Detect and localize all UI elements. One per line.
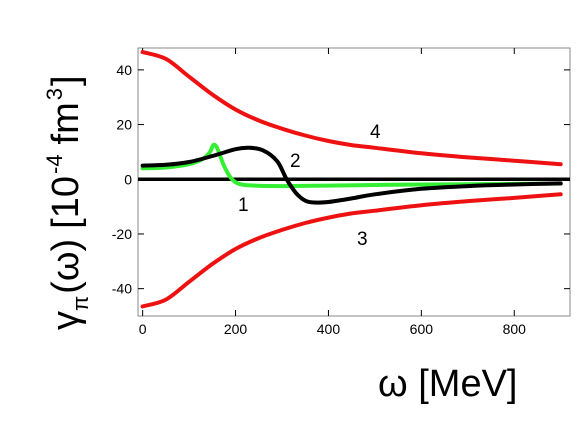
curve-3 xyxy=(140,192,563,309)
curve-label-2: 2 xyxy=(290,151,301,172)
curve-2 xyxy=(140,145,563,205)
y-axis-title-subscript: π xyxy=(68,296,93,311)
y-axis-title-arg: (ω) xyxy=(45,239,87,294)
x-axis-title: ω [MeV] xyxy=(378,363,517,405)
x-tick-label: 400 xyxy=(317,321,341,337)
svg-text:γπ(ω)[10-4fm3]: γπ (ω) [10-4 fm 3] xyxy=(42,75,93,330)
plot-frame xyxy=(137,47,571,317)
curve-4 xyxy=(140,50,563,167)
y-axis-title-symbol: γ xyxy=(45,311,87,330)
y-axis-title-unit-close: ] xyxy=(45,75,87,86)
x-tick-label: 200 xyxy=(224,321,248,337)
curve-labels: 1 2 3 4 xyxy=(238,122,381,250)
curve-label-4: 4 xyxy=(370,122,381,143)
y-tick-label: 40 xyxy=(116,62,132,78)
y-tick-label: -40 xyxy=(112,281,132,297)
y-tick-label: 0 xyxy=(124,171,132,187)
x-tick-label: 800 xyxy=(503,321,527,337)
curves xyxy=(140,50,563,309)
axes: 0 200 400 600 800 -40 -20 0 20 40 xyxy=(112,48,570,337)
curve-label-1: 1 xyxy=(238,195,249,216)
y-axis-title: γπ (ω) [10-4 fm 3] xyxy=(42,75,93,330)
curve-label-3: 3 xyxy=(357,229,368,250)
x-tick-label: 600 xyxy=(410,321,434,337)
y-tick-label: -20 xyxy=(112,226,132,242)
y-axis-title-unit-open: [10 xyxy=(45,176,87,229)
y-axis-title-unit-exp: -4 xyxy=(42,154,67,174)
y-axis-title-unit-fm: fm xyxy=(45,102,87,144)
x-tick-label: 0 xyxy=(139,321,147,337)
y-tick-label: 20 xyxy=(116,117,132,133)
y-axis-title-unit-fm-exp: 3 xyxy=(42,88,67,100)
plot-border xyxy=(137,47,571,317)
